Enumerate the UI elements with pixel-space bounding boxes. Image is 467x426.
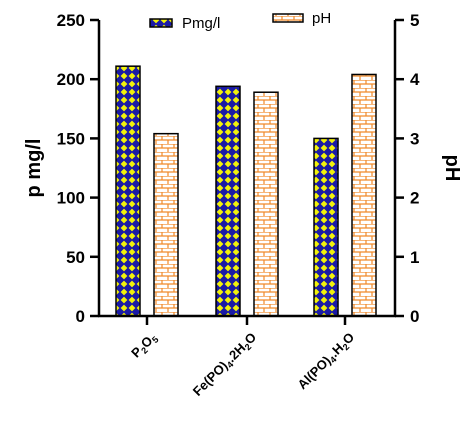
bar-ph: [351, 73, 377, 317]
bar-pmg: [215, 85, 241, 317]
y-tick-label: 50: [66, 248, 85, 267]
legend: Pmg/l pH: [149, 10, 331, 32]
y-tick-label: 150: [57, 129, 85, 148]
legend-label-pmg: Pmg/l: [182, 15, 220, 32]
bar-pmg: [115, 65, 141, 317]
x-category-label: Al(PO)4.H2O: [294, 330, 358, 394]
y2-tick-label: 0: [410, 307, 419, 326]
bar-ph: [253, 91, 279, 317]
x-category-label: Fe(PO)4.2H2O: [190, 330, 261, 401]
legend-swatch-ph: [272, 13, 304, 23]
y2-tick-label: 4: [410, 70, 420, 89]
y-tick-label: 0: [76, 307, 85, 326]
bar-pmg: [313, 137, 339, 317]
y2-axis-title: pH: [441, 155, 463, 182]
bar-ph: [153, 132, 179, 317]
y-tick-label: 100: [57, 189, 85, 208]
y-tick-label: 200: [57, 70, 85, 89]
y2-tick-label: 1: [410, 248, 419, 267]
y2-tick-label: 5: [410, 11, 419, 30]
y2-tick-label: 3: [410, 129, 419, 148]
y2-tick-label: 2: [410, 189, 419, 208]
legend-swatch-pmg: [149, 18, 173, 28]
legend-label-ph: pH: [312, 10, 331, 27]
x-category-label: P2O5: [128, 330, 160, 362]
y-axis-title: p mg/l: [23, 139, 45, 198]
y-tick-label: 250: [57, 11, 85, 30]
